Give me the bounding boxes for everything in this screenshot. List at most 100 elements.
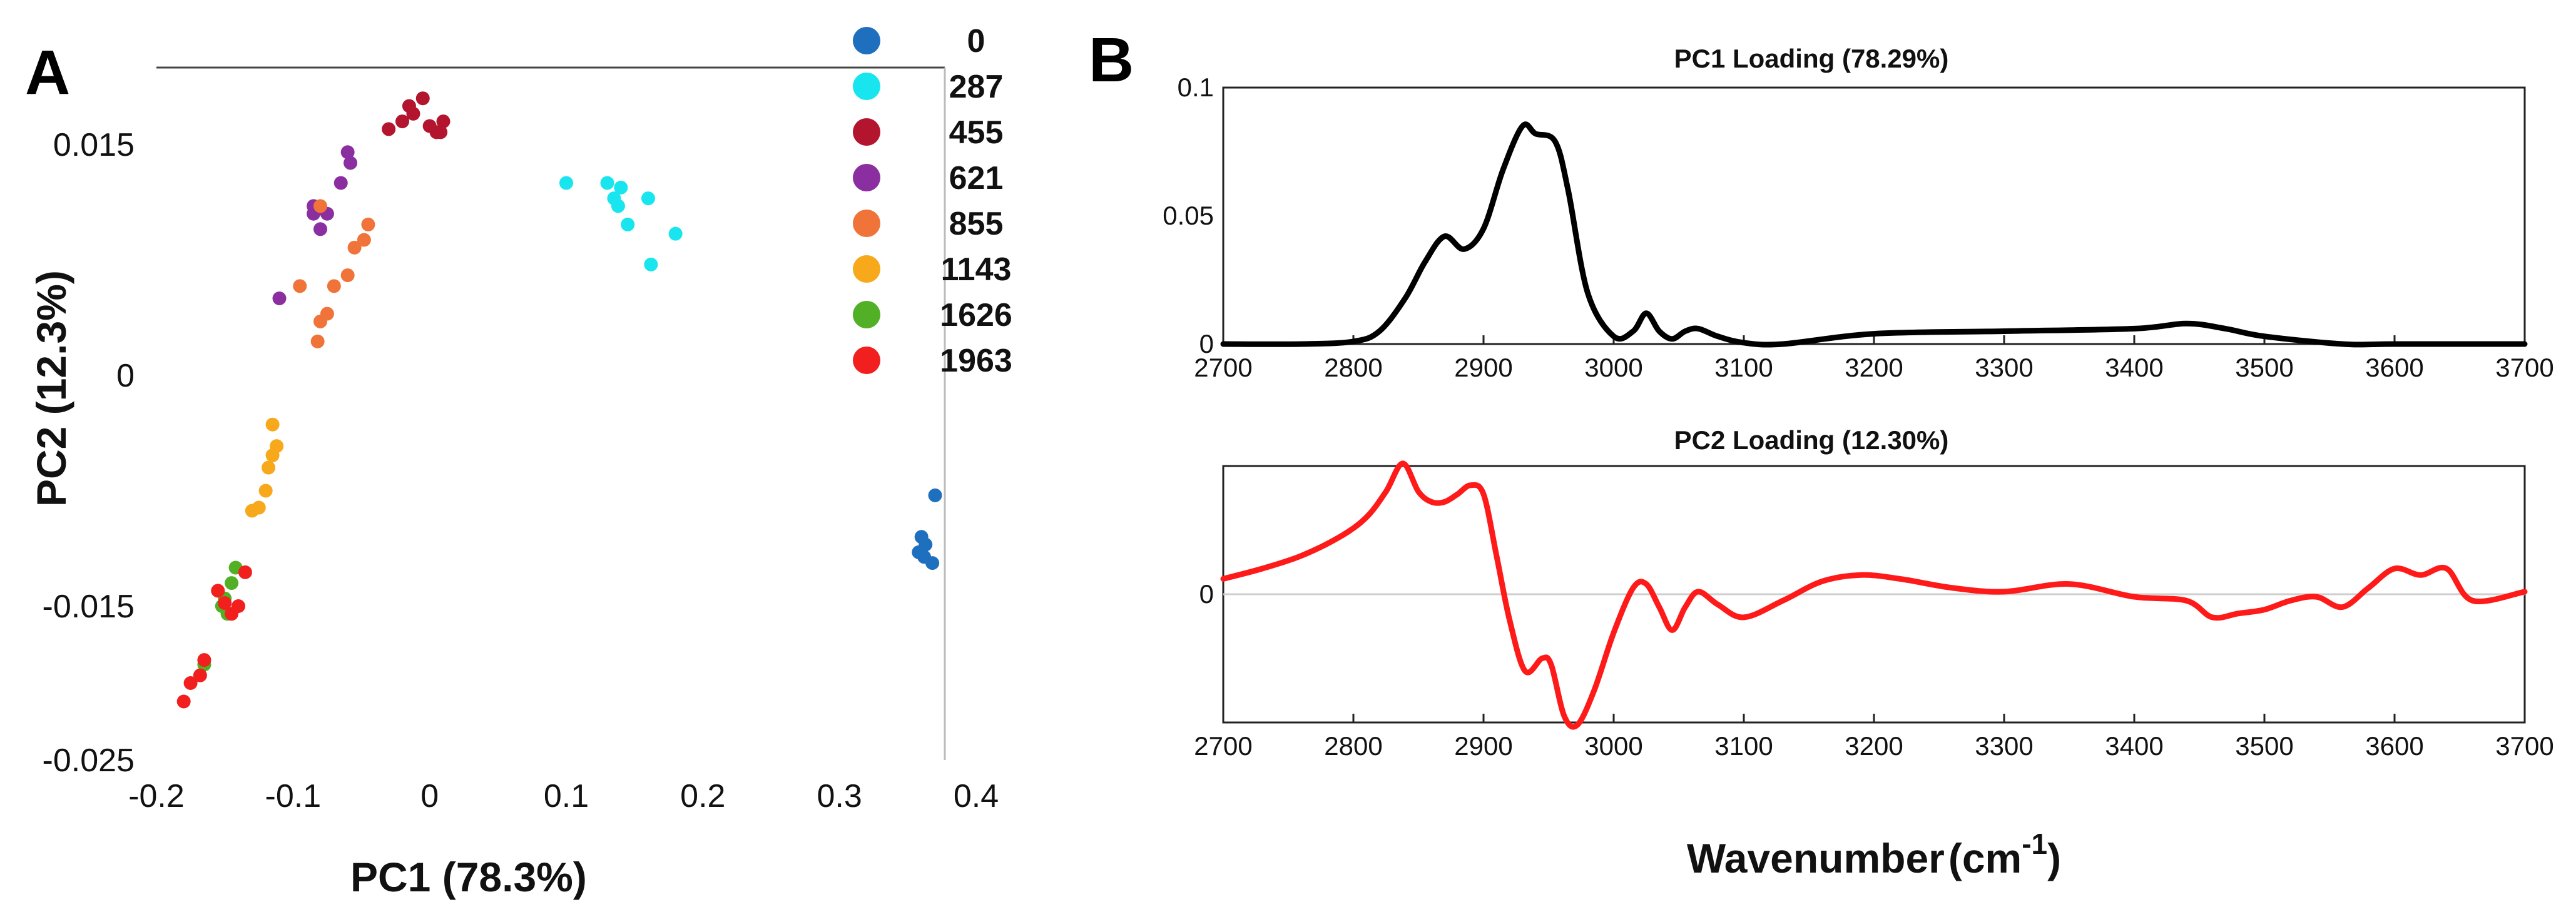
scatter-point-287 [668,226,683,241]
scatter-point-0 [928,488,942,502]
scatter-point-855 [347,240,362,255]
pc2-loading-line [1220,460,2528,730]
scatter-point-1143 [245,504,259,518]
pc2-x-ticks: 2700 2800 2900 3000 3100 3200 3300 3400 3500 3600… [1194,714,2554,761]
x-tick-label: 2800 [1324,353,1382,382]
scatter-point-855 [293,279,307,293]
legend-label-621: 621 [949,160,1004,196]
scatter-point-1963 [183,676,198,690]
panel-a-x-ticks: -0.2 -0.1 0 0.1 0.2 0.3 0.4 [128,778,999,814]
panel-a-y-tick-label: 0.015 [53,127,135,163]
scatter-point-855 [310,334,325,348]
x-axis-title-text: Wavenumber [1687,835,1945,881]
scatter-point-287 [600,176,614,190]
scatter-point-1143 [265,417,280,432]
x-tick-label: 3600 [2365,353,2423,382]
x-axis-unit-open: (cm [1948,835,2022,881]
y-tick-label: 0 [1199,579,1214,609]
pc1-x-ticks: 2700 2800 2900 3000 3100 3200 3300 3400 3500 3600… [1194,335,2554,382]
x-axis-unit-exponent: -1 [2022,828,2047,860]
scatter-point-1963 [197,653,211,667]
scatter-point-855 [361,217,375,231]
panel-a-y-tick-label: -0.015 [43,589,135,625]
x-tick-label: 3400 [2105,353,2163,382]
scatter-point-287 [559,176,573,190]
legend-marker-1626 [853,301,880,328]
scatter-point-621 [333,176,348,190]
x-axis-unit-close: ) [2047,835,2061,881]
x-tick-label: 3200 [1845,731,1903,761]
scatter-point-1963 [238,565,252,579]
legend-marker-287 [853,73,880,100]
x-tick-label: 3200 [1845,353,1903,382]
panel-a-x-tick-label: 0.1 [544,778,589,814]
panel-a-y-axis-title: PC2 (12.3%) [28,270,74,507]
scatter-point-455 [434,125,448,139]
pc1-loading-title: PC1 Loading (78.29%) [1674,44,1949,73]
x-tick-label: 3700 [2495,731,2553,761]
legend-label-1626: 1626 [940,297,1012,333]
scatter-point-455 [422,119,437,133]
scatter-point-287 [621,217,635,231]
x-tick-label: 3300 [1975,353,2033,382]
panel-a-y-ticks: 0.015 0 -0.015 -0.025 [43,127,135,779]
x-tick-label: 2700 [1194,353,1252,382]
panel-a-x-tick-label: 0.4 [954,778,999,814]
pc2-loading-title: PC2 Loading (12.30%) [1674,425,1949,455]
legend-marker-1963 [853,347,880,374]
x-tick-label: 2800 [1324,731,1382,761]
legend-label-0: 0 [967,23,985,59]
scatter-point-1143 [258,484,273,498]
x-tick-label: 2700 [1194,731,1252,761]
panel-a-x-tick-label: 0.3 [817,778,862,814]
scatter-point-1963 [232,599,245,613]
scatter-point-287 [611,199,625,213]
panel-a-points [176,91,942,709]
panel-a-x-tick-label: -0.2 [128,778,185,814]
legend: 0 287 455 621 855 1143 1626 1963 [853,23,1012,379]
pc2-y-ticks: 0 [1199,579,1214,609]
scatter-point-621 [340,145,355,160]
panel-a-x-axis-title: PC1 (78.3%) [350,854,587,900]
scatter-point-455 [402,99,416,113]
panel-a-x-tick-label: 0.2 [680,778,725,814]
scatter-point-621 [313,222,327,236]
x-tick-label: 3700 [2495,353,2553,382]
scatter-point-287 [644,257,658,271]
x-tick-label: 3000 [1584,353,1642,382]
panel-b-x-axis-title: Wavenumber(cm-1) [1687,828,2061,881]
x-tick-label: 3000 [1584,731,1642,761]
panel-a-y-tick-label: 0 [116,358,135,394]
scatter-point-455 [436,114,451,129]
x-tick-label: 2900 [1454,353,1512,382]
legend-label-455: 455 [949,114,1004,151]
x-tick-label: 3300 [1975,731,2033,761]
x-tick-label: 3500 [2235,353,2293,382]
scatter-point-855 [320,307,334,321]
scatter-point-455 [415,91,430,106]
panel-a-y-tick-label: -0.025 [43,742,135,779]
scatter-point-855 [340,268,355,283]
x-tick-label: 3600 [2365,731,2423,761]
pc1-plot-frame [1222,86,2526,345]
legend-label-1963: 1963 [940,343,1012,379]
y-tick-label: 0 [1199,329,1214,358]
legend-marker-855 [853,210,880,237]
legend-marker-455 [853,118,880,146]
legend-marker-621 [853,164,880,191]
scatter-point-621 [272,291,287,305]
scatter-point-1963 [218,596,232,610]
scatter-point-287 [614,180,628,195]
scatter-point-855 [313,199,327,213]
scatter-point-1143 [265,448,280,462]
pc1-y-ticks: 0 0.05 0.1 [1163,73,1214,358]
scatter-point-287 [641,191,655,206]
scatter-point-0 [925,556,940,570]
legend-label-855: 855 [949,206,1004,242]
scatter-point-1963 [176,694,191,709]
legend-marker-0 [853,27,880,54]
panel-a-frame [156,66,946,760]
panel-label-a: A [25,38,70,108]
y-tick-label: 0.05 [1163,201,1214,230]
legend-label-287: 287 [949,69,1004,105]
